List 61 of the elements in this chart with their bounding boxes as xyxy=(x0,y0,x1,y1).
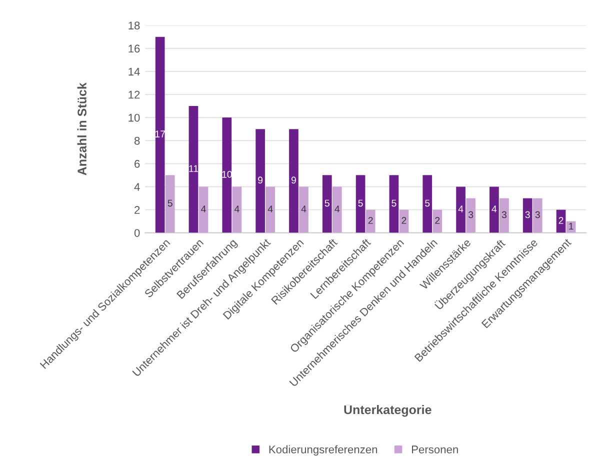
data-label: 4 xyxy=(268,206,273,212)
y-tick-label: 16 xyxy=(128,44,140,53)
data-label: 4 xyxy=(301,206,306,212)
y-tick-label: 18 xyxy=(128,22,140,30)
y-tick-label: 2 xyxy=(134,206,140,214)
y-tick-label: 10 xyxy=(128,114,140,122)
data-label: 3 xyxy=(502,211,506,218)
data-label: 17 xyxy=(155,130,165,138)
data-label: 4 xyxy=(234,206,240,212)
bar xyxy=(198,186,208,233)
bar xyxy=(256,129,265,233)
bar xyxy=(155,36,165,233)
y-tick-label: 0 xyxy=(134,229,140,237)
data-label: 5 xyxy=(168,200,172,207)
data-label: 2 xyxy=(368,217,373,224)
data-label: 4 xyxy=(458,206,464,212)
data-label: 1 xyxy=(569,222,574,230)
bar xyxy=(522,198,532,233)
data-label: 3 xyxy=(535,211,540,218)
y-axis-title: Anzahl in Stück xyxy=(77,82,86,176)
data-label: 5 xyxy=(425,200,430,207)
data-label: 2 xyxy=(558,217,564,224)
bar xyxy=(222,118,232,233)
data-label: 11 xyxy=(189,165,198,172)
bar xyxy=(322,175,332,233)
legend-label: Kodierungsreferenzen xyxy=(269,445,378,456)
bar xyxy=(266,186,276,233)
y-tick-label: 8 xyxy=(134,136,140,145)
data-label: 2 xyxy=(435,217,440,224)
data-label: 4 xyxy=(201,206,206,212)
y-tick-label: 12 xyxy=(128,90,140,99)
bar xyxy=(490,186,499,233)
data-label: 4 xyxy=(492,206,497,212)
bar xyxy=(500,198,509,233)
data-label: 3 xyxy=(525,211,530,218)
data-label: 3 xyxy=(468,211,474,218)
bar xyxy=(232,186,242,233)
data-label: 9 xyxy=(258,176,263,184)
bar xyxy=(456,186,466,233)
bar xyxy=(432,210,442,233)
y-tick-label: 14 xyxy=(128,68,140,76)
y-tick-label: 6 xyxy=(134,160,140,168)
y-tick-label: 4 xyxy=(134,183,140,191)
bar xyxy=(422,175,432,233)
data-label: 9 xyxy=(291,176,296,184)
bar xyxy=(165,175,175,233)
bar xyxy=(356,175,366,233)
legend-label: Personen xyxy=(412,446,458,454)
bar xyxy=(188,106,198,233)
data-label: 5 xyxy=(392,200,396,207)
data-label: 4 xyxy=(334,206,340,212)
bar xyxy=(289,129,298,233)
bar xyxy=(389,175,399,233)
data-label: 5 xyxy=(324,200,330,207)
bar xyxy=(299,186,308,233)
data-label: 5 xyxy=(358,200,363,207)
bar xyxy=(466,198,476,233)
data-label: 2 xyxy=(402,217,406,224)
bar xyxy=(332,186,342,233)
bar xyxy=(532,198,542,233)
x-axis-title: Unterkategorie xyxy=(344,404,432,417)
